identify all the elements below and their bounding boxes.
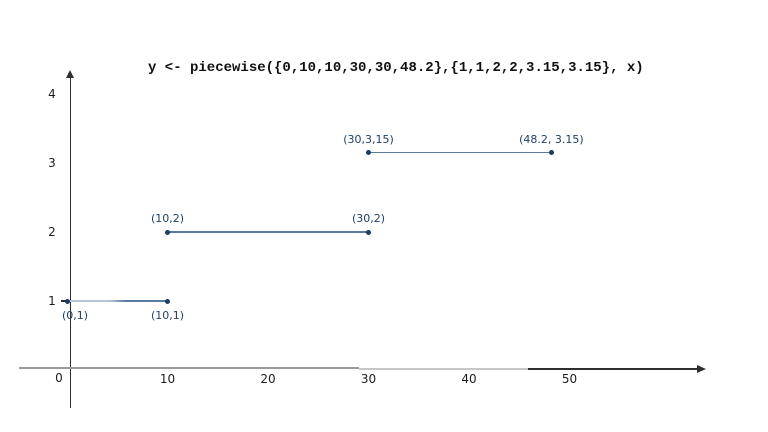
point-label: (48.2, 3.15) bbox=[519, 132, 584, 146]
point-label: (10,1) bbox=[150, 309, 185, 322]
plot-title: y <- piecewise({0,10,10,30,30,48.2},{1,1… bbox=[148, 60, 644, 76]
point-label: (10,2) bbox=[150, 212, 185, 225]
x-tick-label: 20 bbox=[260, 372, 276, 386]
data-point bbox=[165, 298, 170, 304]
y-tick-label: 3 bbox=[48, 156, 56, 170]
x-tick-label: 30 bbox=[360, 372, 377, 386]
data-point bbox=[64, 298, 70, 304]
data-point bbox=[366, 229, 371, 235]
data-point bbox=[366, 150, 371, 156]
y-axis-arrowhead bbox=[66, 70, 74, 78]
segment-line bbox=[368, 151, 552, 154]
y-tick-label: 1 bbox=[48, 294, 56, 308]
x-tick-label: 50 bbox=[561, 372, 578, 386]
point-label: (0,1) bbox=[62, 309, 89, 322]
segment-line bbox=[67, 300, 168, 302]
point-label: (30,2) bbox=[351, 212, 386, 225]
y-tick-label: 2 bbox=[48, 225, 56, 239]
y-axis bbox=[69, 76, 71, 408]
origin-label: 0 bbox=[55, 371, 63, 385]
x-axis-segment bbox=[528, 368, 698, 370]
x-axis-segment bbox=[359, 368, 528, 370]
segment-line bbox=[167, 231, 369, 233]
data-point bbox=[165, 229, 170, 235]
x-tick-label: 10 bbox=[159, 372, 176, 386]
x-axis bbox=[19, 367, 359, 370]
point-label: (30,3,15) bbox=[343, 132, 394, 146]
data-point bbox=[548, 150, 554, 156]
x-tick-label: 40 bbox=[461, 372, 477, 386]
x-axis-arrowhead bbox=[697, 365, 706, 374]
y-tick-label: 4 bbox=[48, 87, 56, 101]
